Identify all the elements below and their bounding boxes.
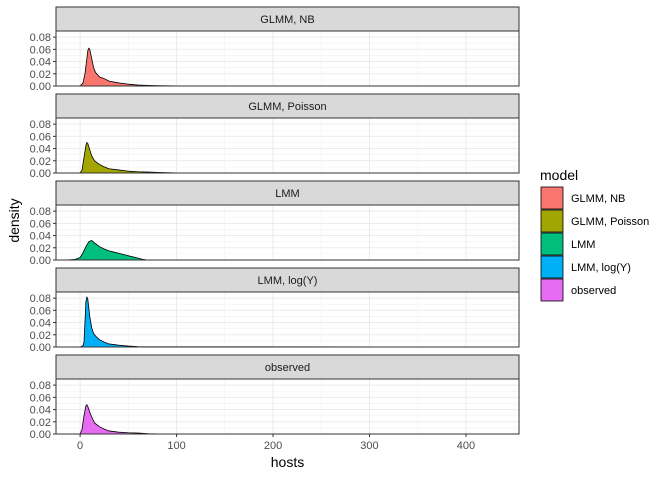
y-tick-label: 0.02 xyxy=(30,69,51,81)
legend: model GLMM, NB GLMM, Poisson LMM LMM, log(Y… xyxy=(540,167,649,302)
y-tick-label: 0.08 xyxy=(30,119,51,131)
panel-border xyxy=(55,291,520,348)
y-tick-label: 0.02 xyxy=(30,156,51,168)
y-tick-label: 0.00 xyxy=(30,342,51,354)
panel-border xyxy=(55,378,520,435)
facet-strip-label: GLMM, Poisson xyxy=(248,101,326,113)
y-tick-label: 0.06 xyxy=(30,44,51,56)
density-area xyxy=(65,404,501,435)
facet-strip-label: LMM xyxy=(275,188,299,200)
legend-key xyxy=(540,278,564,302)
y-tick-label: 0.06 xyxy=(30,131,51,143)
legend-label: GLMM, Poisson xyxy=(571,216,649,228)
y-tick-label: 0.02 xyxy=(30,330,51,342)
legend-key xyxy=(540,255,564,279)
x-axis: 0 100 200 300 400 xyxy=(77,434,475,452)
y-tick-label: 0.06 xyxy=(30,305,51,317)
x-tick-label: 100 xyxy=(167,440,185,452)
y-axis-title: density xyxy=(6,198,22,242)
panel-background xyxy=(56,31,519,86)
legend-title: model xyxy=(540,167,578,183)
panel-background xyxy=(56,292,519,347)
y-tick-label: 0.06 xyxy=(30,218,51,230)
y-tick-label: 0.04 xyxy=(30,144,51,156)
facet-strip xyxy=(55,267,520,293)
panel-border xyxy=(55,30,520,87)
y-tick-label: 0.04 xyxy=(30,57,51,69)
x-tick-label: 0 xyxy=(77,440,83,452)
y-tick-label: 0.00 xyxy=(30,168,51,180)
legend-key xyxy=(540,209,564,233)
facet-strip-label: LMM, log(Y) xyxy=(258,275,318,287)
facet-strip xyxy=(55,180,520,206)
x-tick-label: 300 xyxy=(360,440,378,452)
legend-key xyxy=(540,232,564,256)
x-axis-title: hosts xyxy=(271,454,304,470)
panel-border xyxy=(55,117,520,174)
x-tick-label: 200 xyxy=(264,440,282,452)
x-tick-label: 400 xyxy=(457,440,475,452)
legend-label: GLMM, NB xyxy=(571,193,625,205)
facet-panel: LMM, log(Y) 0.000.020.040.060.08 xyxy=(30,267,520,354)
y-tick-label: 0.00 xyxy=(30,255,51,267)
y-tick-label: 0.02 xyxy=(30,243,51,255)
panel-background xyxy=(56,205,519,260)
y-tick-label: 0.08 xyxy=(30,380,51,392)
y-tick-label: 0.08 xyxy=(30,293,51,305)
facet-panel: observed 0.000.020.040.060.08 xyxy=(30,354,520,441)
legend-label: LMM, log(Y) xyxy=(571,262,631,274)
panel-background xyxy=(56,379,519,434)
facet-strip xyxy=(55,354,520,380)
y-tick-label: 0.04 xyxy=(30,405,51,417)
facet-panel: GLMM, Poisson 0.000.020.040.060.08 xyxy=(30,93,520,180)
legend-key xyxy=(540,186,564,210)
facet-strip xyxy=(55,93,520,119)
panel-background xyxy=(56,118,519,173)
facet-panel: GLMM, NB 0.000.020.040.060.08 xyxy=(30,6,520,93)
density-area xyxy=(65,296,501,348)
facet-panel: LMM 0.000.020.040.060.08 xyxy=(30,180,520,267)
y-tick-label: 0.08 xyxy=(30,32,51,44)
panel-border xyxy=(55,204,520,261)
facet-strip-label: GLMM, NB xyxy=(260,14,314,26)
y-tick-label: 0.00 xyxy=(30,81,51,93)
facet-strip-label: observed xyxy=(265,362,310,374)
legend-label: observed xyxy=(571,285,616,297)
legend-label: LMM xyxy=(571,239,595,251)
y-tick-label: 0.04 xyxy=(30,231,51,243)
y-tick-label: 0.02 xyxy=(30,417,51,429)
facet-strip xyxy=(55,6,520,32)
y-tick-label: 0.06 xyxy=(30,392,51,404)
y-tick-label: 0.08 xyxy=(30,206,51,218)
y-tick-label: 0.04 xyxy=(30,318,51,330)
y-tick-label: 0.00 xyxy=(30,429,51,441)
density-area xyxy=(65,240,501,261)
